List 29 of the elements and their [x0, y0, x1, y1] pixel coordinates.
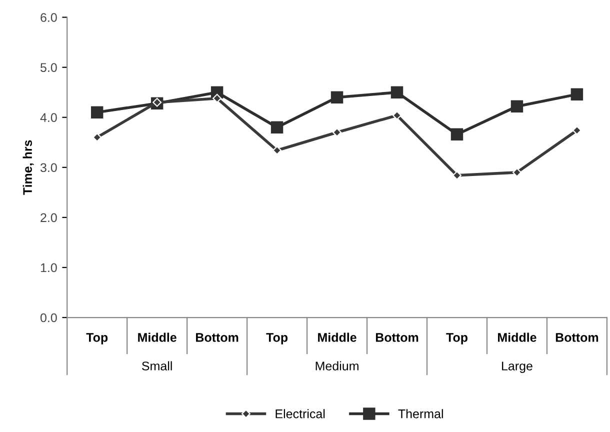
y-tick-label: 5.0 [40, 63, 57, 72]
text: Small [142, 361, 172, 370]
x-tick-label: Bottom [376, 333, 418, 342]
point [510, 100, 524, 112]
point [270, 121, 284, 134]
y-tick-label: 4.0 [40, 113, 57, 122]
legend-label: Thermal [398, 409, 443, 418]
y-tick-label: 6.0 [40, 13, 57, 22]
y-tick-label: 1.0 [40, 263, 57, 272]
point [330, 91, 344, 104]
point [90, 106, 104, 118]
x-tick-label: Middle [498, 332, 536, 342]
x-tick-label: Top [266, 333, 288, 344]
point [450, 128, 464, 140]
x-tick-label: Top [446, 333, 468, 344]
y-axis-title: Time, hrs [22, 140, 34, 195]
text: Large [502, 362, 532, 373]
x-tick-label: Top [86, 333, 108, 344]
point [570, 88, 584, 100]
point [390, 86, 404, 98]
y-tick-label: 2.0 [40, 213, 57, 222]
text: Medium [316, 361, 358, 370]
x-tick-label: Bottom [196, 333, 238, 342]
x-tick-label: Middle [318, 332, 356, 342]
y-tick-label: 3.0 [40, 163, 57, 172]
x-tick-label: Bottom [556, 333, 598, 342]
x-tick-label: Middle [138, 332, 176, 342]
y-tick-label: 0.0 [40, 313, 57, 322]
legend-label: Electrical [276, 409, 325, 418]
